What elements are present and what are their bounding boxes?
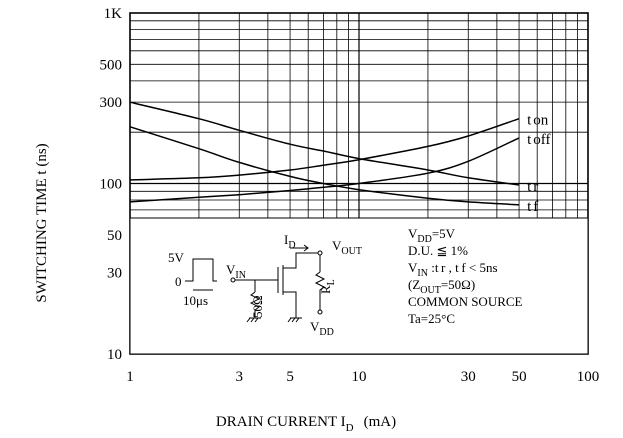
test-circuit-panel (129, 217, 589, 355)
pulse-waveform (185, 258, 217, 282)
vdd-terminal (317, 309, 323, 315)
x-tick-label: 30 (461, 369, 476, 385)
series-line (129, 137, 520, 203)
condition-line: VIN :t r , t f < 5ns (408, 260, 498, 279)
y-tick-label: 100 (100, 177, 123, 193)
curve-labels: t on t r t off t f (527, 113, 550, 215)
tick-labels: 1 3 5 10 30 50 100 1K 500 300 100 50 30 10 (100, 6, 600, 385)
test-conditions: VDD=5VD.U. ≦ 1% VIN :t r , t f < 5ns (ZOU… (408, 226, 523, 326)
x-tick-label: 100 (577, 369, 600, 385)
gate-res-label: 50Ω (250, 295, 265, 318)
series-line (129, 117, 520, 181)
y-axis-title: SWITCHING TIME t (ns) (34, 143, 50, 302)
x-axis-title-main: DRAIN CURRENT I (216, 414, 346, 430)
x-tick-label: 10 (352, 369, 367, 385)
id-label: ID (284, 232, 296, 251)
series-line (129, 101, 520, 186)
x-tick-label: 3 (236, 369, 244, 385)
pulse-width-label: 10μs (183, 293, 208, 308)
x-axis-title-sub: D (346, 422, 354, 434)
vdd-label: VDD (310, 319, 334, 338)
condition-line: (ZOUT=50Ω) (408, 277, 475, 296)
vout-label: VOUT (332, 238, 362, 257)
vin-terminal (230, 277, 236, 283)
y-tick-label: 10 (107, 347, 122, 363)
condition-line: COMMON SOURCE (408, 294, 523, 309)
x-tick-label: 50 (512, 369, 527, 385)
series-line (129, 126, 520, 206)
condition-line: Ta=25°C (408, 311, 455, 326)
y-tick-label: 500 (100, 57, 123, 73)
y-tick-label: 300 (100, 95, 123, 111)
y-tick-label: 30 (107, 266, 122, 282)
condition-line: D.U. ≦ 1% (408, 243, 468, 258)
grid-lines (130, 13, 588, 218)
id-arrow (290, 244, 309, 252)
x-axis-title-unit: (mA) (364, 414, 397, 430)
condition-line: VDD=5V (408, 226, 456, 245)
y-tick-label: 50 (107, 228, 122, 244)
gate-resistor (249, 291, 261, 318)
ground-symbol (287, 317, 302, 323)
series-label: t off (527, 132, 550, 148)
pulse-low-label: 0 (175, 274, 182, 289)
vin-label: VIN (226, 262, 246, 281)
series-group (129, 101, 520, 206)
series-label: t on (527, 113, 549, 129)
vout-terminal (317, 250, 323, 256)
pulse-high-label: 5V (168, 250, 185, 265)
load-resistor (314, 271, 326, 310)
svg-text:DRAIN CURRENT ID(mA): DRAIN CURRENT ID (mA) (216, 414, 396, 434)
x-tick-label: 1 (126, 369, 134, 385)
x-axis-title: DRAIN CURRENT ID (mA) (216, 414, 396, 434)
x-tick-label: 5 (286, 369, 294, 385)
y-tick-label: 1K (104, 6, 123, 22)
rl-label: RL (318, 279, 337, 294)
drain-source-wires (283, 252, 318, 318)
ground-symbol (246, 317, 261, 323)
